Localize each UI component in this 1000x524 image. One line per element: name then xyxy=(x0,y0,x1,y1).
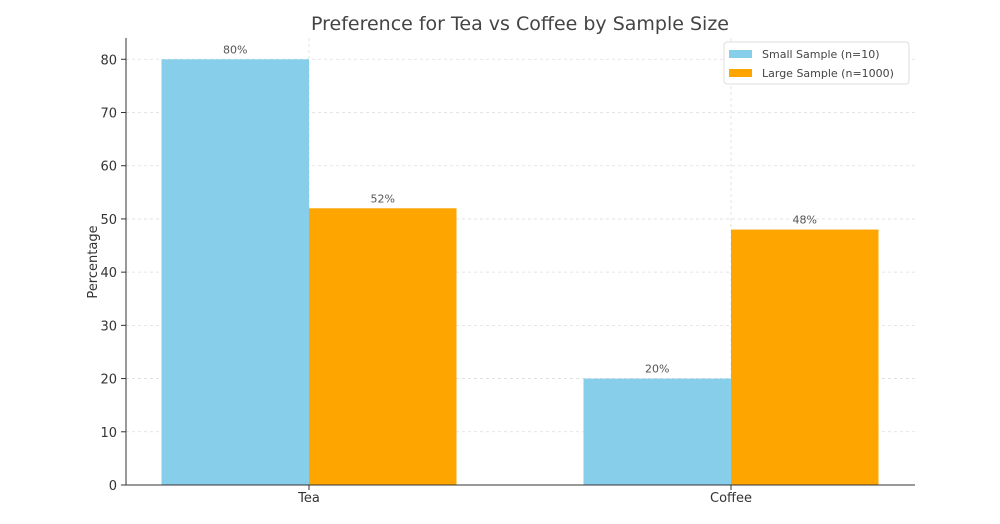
y-tick-label: 50 xyxy=(100,213,117,228)
axes: 0 10 20 30 40 50 60 70 80 Tea Coffee xyxy=(100,38,915,506)
bar xyxy=(583,378,731,485)
data-label: 80% xyxy=(223,43,247,56)
bar xyxy=(309,208,457,486)
legend: Small Sample (n=10) Large Sample (n=1000) xyxy=(723,41,910,85)
y-tick-label: 80 xyxy=(100,53,117,68)
legend-box xyxy=(723,41,910,85)
legend-label: Small Sample (n=10) xyxy=(762,48,880,61)
y-tick-label: 30 xyxy=(100,319,117,334)
chart-title: Preference for Tea vs Coffee by Sample S… xyxy=(311,13,729,35)
y-tick-label: 70 xyxy=(100,107,117,122)
y-tick-label: 10 xyxy=(100,426,117,441)
y-tick-label: 20 xyxy=(100,373,117,388)
legend-swatch xyxy=(729,50,752,58)
bar xyxy=(161,59,309,486)
y-tick-label: 40 xyxy=(100,266,117,281)
data-label: 52% xyxy=(371,192,395,205)
bars: 80% 20% 52% 48% xyxy=(161,43,879,486)
x-tick-label: Coffee xyxy=(710,491,752,506)
data-label: 20% xyxy=(645,363,669,376)
bar xyxy=(731,229,879,485)
y-tick-label: 60 xyxy=(100,160,117,175)
y-axis-label: Percentage xyxy=(86,225,101,298)
legend-label: Large Sample (n=1000) xyxy=(762,67,894,80)
y-tick-label: 0 xyxy=(109,479,117,494)
data-label: 48% xyxy=(793,214,817,227)
legend-swatch xyxy=(729,69,752,77)
x-tick-label: Tea xyxy=(297,491,320,506)
